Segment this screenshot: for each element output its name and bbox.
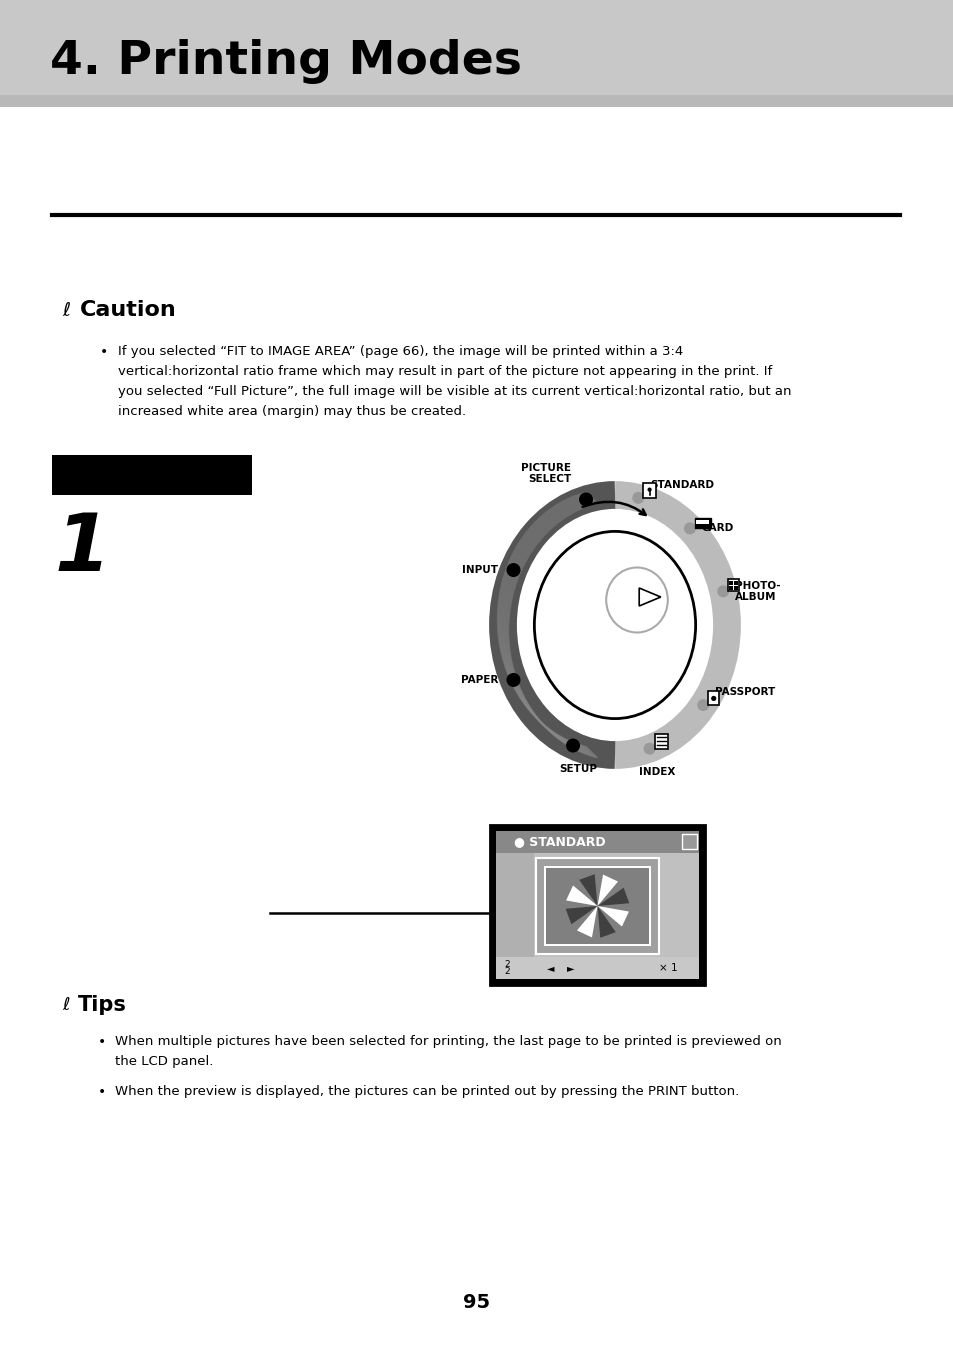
Text: •: •	[100, 345, 108, 359]
Text: increased white area (margin) may thus be created.: increased white area (margin) may thus b…	[118, 404, 466, 418]
Bar	[536, 857, 659, 954]
Bar	[496, 830, 699, 979]
Text: When multiple pictures have been selected for printing, the last page to be prin: When multiple pictures have been selecte…	[115, 1035, 781, 1047]
Bar	[654, 735, 667, 748]
Bar	[694, 518, 710, 528]
Text: 2
2: 2 2	[503, 960, 509, 976]
Text: When the preview is displayed, the pictures can be printed out by pressing the P: When the preview is displayed, the pictu…	[115, 1085, 739, 1099]
Text: 4. Printing Modes: 4. Printing Modes	[50, 39, 521, 85]
Text: vertical:horizontal ratio frame which may result in part of the picture not appe: vertical:horizontal ratio frame which ma…	[118, 365, 771, 377]
Text: 1: 1	[55, 510, 111, 588]
Circle shape	[565, 739, 579, 752]
Text: •: •	[98, 1035, 106, 1049]
Bar	[728, 585, 732, 589]
Text: INDEX: INDEX	[639, 767, 675, 776]
Text: Tips: Tips	[78, 995, 127, 1015]
Text: you selected “Full Picture”, the full image will be visible at its current verti: you selected “Full Picture”, the full im…	[118, 386, 791, 398]
Text: CARD: CARD	[701, 523, 734, 534]
Bar	[545, 868, 648, 944]
Circle shape	[683, 523, 695, 534]
Text: •: •	[98, 1085, 106, 1099]
Bar	[707, 690, 719, 705]
Text: ℓ: ℓ	[62, 301, 70, 319]
Polygon shape	[565, 906, 597, 925]
Bar	[0, 94, 953, 106]
Circle shape	[717, 585, 728, 597]
Bar	[52, 456, 252, 495]
Circle shape	[506, 563, 520, 577]
Text: ● STANDARD: ● STANDARD	[514, 836, 605, 848]
Polygon shape	[597, 906, 628, 926]
Bar	[496, 830, 699, 853]
Polygon shape	[578, 875, 597, 906]
Circle shape	[643, 743, 655, 755]
Bar	[490, 825, 704, 985]
Text: If you selected “FIT to IMAGE AREA” (page 66), the image will be printed within : If you selected “FIT to IMAGE AREA” (pag…	[118, 345, 682, 359]
Text: ℓ: ℓ	[62, 996, 70, 1014]
Ellipse shape	[534, 531, 695, 718]
Bar	[496, 853, 534, 979]
Bar	[734, 581, 738, 585]
Polygon shape	[565, 886, 597, 906]
Text: PAPER: PAPER	[460, 675, 498, 685]
Text: ►: ►	[567, 962, 574, 973]
Circle shape	[578, 492, 593, 507]
Ellipse shape	[605, 568, 667, 632]
Bar	[496, 957, 699, 979]
Bar	[543, 865, 650, 946]
Circle shape	[647, 488, 651, 492]
Text: PASSPORT: PASSPORT	[715, 687, 775, 697]
Bar	[642, 483, 656, 497]
Text: INPUT: INPUT	[462, 565, 498, 576]
Text: the LCD panel.: the LCD panel.	[115, 1055, 213, 1068]
Bar	[728, 581, 732, 585]
Text: PICTURE
SELECT: PICTURE SELECT	[520, 462, 571, 484]
Text: PHOTO-
ALBUM: PHOTO- ALBUM	[735, 581, 780, 603]
Text: ◄: ◄	[547, 962, 554, 973]
Bar	[734, 585, 738, 589]
Polygon shape	[639, 588, 660, 607]
Text: STANDARD: STANDARD	[650, 480, 714, 489]
Polygon shape	[597, 888, 629, 906]
Polygon shape	[597, 875, 618, 906]
Circle shape	[632, 492, 643, 504]
Polygon shape	[597, 906, 616, 938]
Text: × 1: × 1	[659, 962, 677, 973]
Text: 95: 95	[463, 1294, 490, 1313]
Circle shape	[697, 700, 708, 710]
Bar	[727, 578, 739, 590]
Circle shape	[506, 673, 520, 687]
Bar	[696, 520, 708, 524]
Circle shape	[710, 696, 716, 701]
Text: SETUP: SETUP	[558, 763, 597, 774]
Text: Caution: Caution	[80, 301, 176, 319]
Polygon shape	[577, 906, 597, 937]
Bar	[681, 834, 697, 849]
Bar	[0, 0, 953, 94]
